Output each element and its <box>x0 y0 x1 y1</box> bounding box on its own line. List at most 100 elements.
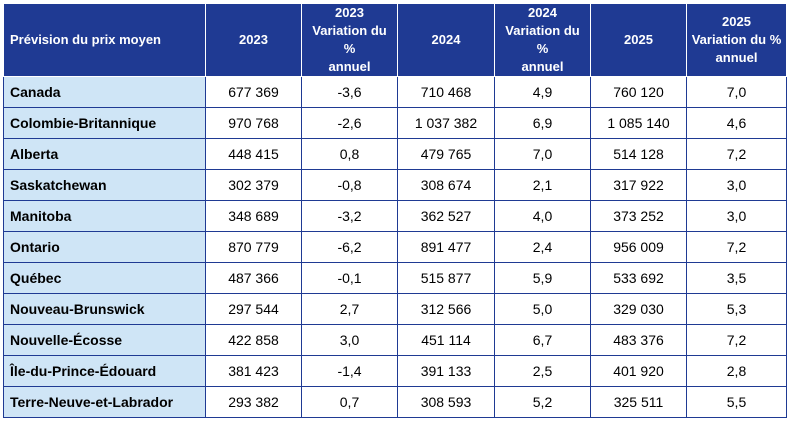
value-cell: 970 768 <box>205 107 302 139</box>
value-cell: 1 085 140 <box>590 107 687 139</box>
province-name-cell: Terre-Neuve-et-Labrador <box>3 386 206 418</box>
value-cell: 891 477 <box>397 231 495 263</box>
value-cell: 3,5 <box>686 262 787 294</box>
table-row: Terre-Neuve-et-Labrador 293 382 0,7 308 593… <box>3 386 787 418</box>
header-cell-1: 2023 <box>205 3 302 77</box>
value-cell: 381 423 <box>205 355 302 387</box>
value-cell: 479 765 <box>397 138 495 170</box>
table-row: Canada 677 369 -3,6 710 468 4,9 760 120 7,0 <box>3 76 787 108</box>
value-cell: 7,0 <box>686 76 787 108</box>
province-name-cell: Nouveau-Brunswick <box>3 293 206 325</box>
header-cell-label: Prévision du prix moyen <box>3 3 206 77</box>
value-cell: 6,9 <box>494 107 591 139</box>
value-cell: 308 593 <box>397 386 495 418</box>
province-name-cell: Manitoba <box>3 200 206 232</box>
table-row: Québec 487 366 -0,1 515 877 5,9 533 692 3,5 <box>3 262 787 294</box>
table-row: Nouveau-Brunswick 297 544 2,7 312 566 5,0 329… <box>3 293 787 325</box>
table-row: Ontario 870 779 -6,2 891 477 2,4 956 009 7,2 <box>3 231 787 263</box>
value-cell: 5,9 <box>494 262 591 294</box>
value-cell: 710 468 <box>397 76 495 108</box>
header-cell-6: 2025 Variation du % annuel <box>686 3 787 77</box>
value-cell: 6,7 <box>494 324 591 356</box>
header-cell-4: 2024 Variation du % annuel <box>494 3 591 77</box>
value-cell: 317 922 <box>590 169 687 201</box>
value-cell: -0,8 <box>301 169 398 201</box>
value-cell: 451 114 <box>397 324 495 356</box>
value-cell: 5,0 <box>494 293 591 325</box>
value-cell: 5,3 <box>686 293 787 325</box>
table-body: Canada 677 369 -3,6 710 468 4,9 760 120 7,0 Col… <box>3 76 787 418</box>
value-cell: 348 689 <box>205 200 302 232</box>
value-cell: 325 511 <box>590 386 687 418</box>
value-cell: 5,5 <box>686 386 787 418</box>
table-row: Manitoba 348 689 -3,2 362 527 4,0 373 252 3,0 <box>3 200 787 232</box>
value-cell: 422 858 <box>205 324 302 356</box>
province-name-cell: Québec <box>3 262 206 294</box>
value-cell: 1 037 382 <box>397 107 495 139</box>
value-cell: 483 376 <box>590 324 687 356</box>
value-cell: 2,4 <box>494 231 591 263</box>
value-cell: 312 566 <box>397 293 495 325</box>
value-cell: 4,0 <box>494 200 591 232</box>
value-cell: 329 030 <box>590 293 687 325</box>
value-cell: 677 369 <box>205 76 302 108</box>
value-cell: 956 009 <box>590 231 687 263</box>
value-cell: 362 527 <box>397 200 495 232</box>
value-cell: 401 920 <box>590 355 687 387</box>
value-cell: 2,5 <box>494 355 591 387</box>
value-cell: -1,4 <box>301 355 398 387</box>
value-cell: 870 779 <box>205 231 302 263</box>
value-cell: 0,7 <box>301 386 398 418</box>
province-name-cell: Colombie-Britannique <box>3 107 206 139</box>
value-cell: 293 382 <box>205 386 302 418</box>
price-forecast-table: Prévision du prix moyen 2023 2023 Variation… <box>3 3 787 418</box>
table-row: Saskatchewan 302 379 -0,8 308 674 2,1 317 922… <box>3 169 787 201</box>
province-name-cell: Ontario <box>3 231 206 263</box>
value-cell: 7,2 <box>686 231 787 263</box>
table-row: Colombie-Britannique 970 768 -2,6 1 037 382… <box>3 107 787 139</box>
value-cell: 448 415 <box>205 138 302 170</box>
value-cell: 4,6 <box>686 107 787 139</box>
value-cell: 3,0 <box>686 200 787 232</box>
table-row: Nouvelle-Écosse 422 858 3,0 451 114 6,7 483 3… <box>3 324 787 356</box>
price-forecast-table-container: Prévision du prix moyen 2023 2023 Variation… <box>3 3 787 418</box>
value-cell: 3,0 <box>686 169 787 201</box>
value-cell: 760 120 <box>590 76 687 108</box>
value-cell: 308 674 <box>397 169 495 201</box>
value-cell: 7,2 <box>686 324 787 356</box>
value-cell: 7,2 <box>686 138 787 170</box>
value-cell: 373 252 <box>590 200 687 232</box>
table-row: Alberta 448 415 0,8 479 765 7,0 514 128 7,2 <box>3 138 787 170</box>
table-header: Prévision du prix moyen 2023 2023 Variation… <box>3 3 787 77</box>
header-cell-3: 2024 <box>397 3 495 77</box>
header-cell-2: 2023 Variation du % annuel <box>301 3 398 77</box>
header-cell-5: 2025 <box>590 3 687 77</box>
table-row: Île-du-Prince-Édouard 381 423 -1,4 391 133 2… <box>3 355 787 387</box>
value-cell: 514 128 <box>590 138 687 170</box>
value-cell: -3,2 <box>301 200 398 232</box>
value-cell: -2,6 <box>301 107 398 139</box>
value-cell: 297 544 <box>205 293 302 325</box>
value-cell: 4,9 <box>494 76 591 108</box>
value-cell: 391 133 <box>397 355 495 387</box>
value-cell: 515 877 <box>397 262 495 294</box>
value-cell: 533 692 <box>590 262 687 294</box>
value-cell: 0,8 <box>301 138 398 170</box>
value-cell: 2,7 <box>301 293 398 325</box>
province-name-cell: Canada <box>3 76 206 108</box>
value-cell: 7,0 <box>494 138 591 170</box>
value-cell: 2,8 <box>686 355 787 387</box>
province-name-cell: Saskatchewan <box>3 169 206 201</box>
value-cell: 5,2 <box>494 386 591 418</box>
value-cell: 2,1 <box>494 169 591 201</box>
value-cell: 302 379 <box>205 169 302 201</box>
value-cell: 487 366 <box>205 262 302 294</box>
province-name-cell: Alberta <box>3 138 206 170</box>
value-cell: -0,1 <box>301 262 398 294</box>
value-cell: 3,0 <box>301 324 398 356</box>
value-cell: -3,6 <box>301 76 398 108</box>
value-cell: -6,2 <box>301 231 398 263</box>
header-row: Prévision du prix moyen 2023 2023 Variation… <box>3 3 787 77</box>
province-name-cell: Île-du-Prince-Édouard <box>3 355 206 387</box>
province-name-cell: Nouvelle-Écosse <box>3 324 206 356</box>
